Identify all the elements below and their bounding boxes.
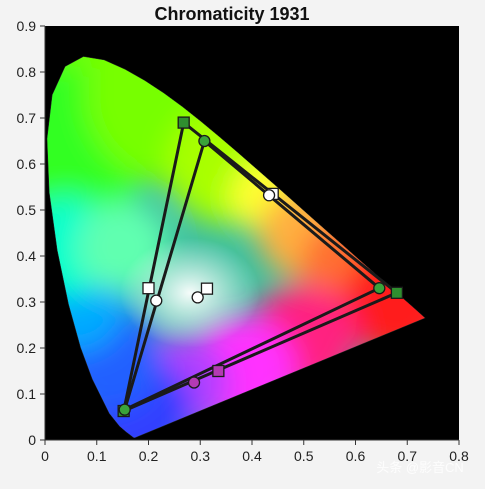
x-tick-label: 0.6 <box>346 448 366 464</box>
circle-marker-1-0 <box>198 134 211 148</box>
x-tick-label: 0.1 <box>87 448 107 464</box>
watermark: 头条 @影音CN <box>376 460 464 475</box>
y-tick-label: 0.6 <box>17 156 37 172</box>
x-tick-label: 0.8 <box>449 448 469 464</box>
x-tick-label: 0 <box>41 448 49 464</box>
square-marker-2-2 <box>200 282 214 295</box>
y-tick-label: 0.5 <box>17 202 37 218</box>
x-tick-label: 0.4 <box>242 448 262 464</box>
y-tick-label: 0.7 <box>17 110 37 126</box>
gamut-layer <box>117 116 404 418</box>
circle-marker-1-2 <box>118 403 131 416</box>
square-marker-0-0 <box>177 116 190 129</box>
chart-title: Chromaticity 1931 <box>154 4 309 24</box>
x-tick-label: 0.3 <box>191 448 211 464</box>
circle-marker-3-0 <box>262 189 276 202</box>
y-tick-label: 0.9 <box>17 18 37 34</box>
circle-marker-5-0 <box>187 376 201 389</box>
square-marker-4-0 <box>212 364 225 378</box>
x-tick-label: 0.7 <box>398 448 418 464</box>
y-tick-label: 0 <box>28 432 36 448</box>
circle-marker-3-1 <box>150 294 163 307</box>
axes: 0 0.1 0.2 0.3 0.4 0.5 0.6 0.7 0.8 0 0.1 0.2 0.3 0.4 0.… <box>17 18 469 464</box>
gamut-triangle-1 <box>123 139 381 412</box>
x-tick-label: 0.5 <box>294 448 314 464</box>
circle-marker-1-1 <box>373 282 386 295</box>
y-tick-label: 0.1 <box>17 386 37 402</box>
y-tick-label: 0.8 <box>17 64 37 80</box>
square-marker-0-1 <box>390 286 404 299</box>
y-tick-label: 0.2 <box>17 340 37 356</box>
y-tick-label: 0.3 <box>17 294 37 310</box>
y-tick-label: 0.4 <box>17 248 37 264</box>
square-marker-2-1 <box>142 282 155 295</box>
gamut-triangle-0 <box>122 121 399 413</box>
x-tick-label: 0.2 <box>139 448 159 464</box>
circle-marker-3-2 <box>191 291 204 304</box>
